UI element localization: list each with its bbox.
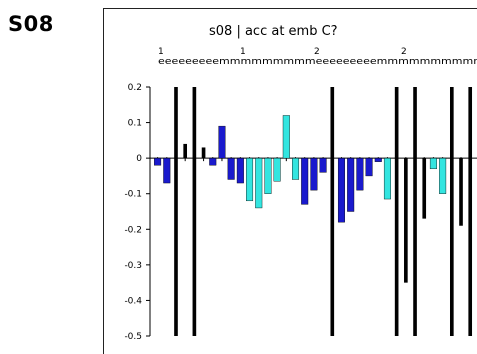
bar-series bbox=[154, 87, 473, 336]
bar bbox=[236, 157, 244, 184]
y-tick-label: -0.1 bbox=[124, 190, 142, 200]
bar bbox=[201, 147, 206, 159]
bar bbox=[227, 157, 235, 180]
panel-id-label: S08 bbox=[8, 12, 54, 36]
y-tick-label: 0.2 bbox=[128, 83, 142, 93]
bar bbox=[459, 158, 463, 226]
bar bbox=[163, 157, 171, 184]
bar bbox=[209, 157, 217, 166]
top-group-number: 2 bbox=[314, 47, 320, 57]
bar bbox=[330, 87, 335, 336]
y-tick-label: 0.1 bbox=[128, 119, 142, 129]
bar bbox=[365, 157, 373, 177]
bar bbox=[192, 87, 197, 336]
bar bbox=[310, 157, 318, 191]
bar bbox=[449, 87, 454, 336]
y-tick-label: -0.2 bbox=[124, 225, 142, 235]
bar bbox=[383, 157, 391, 200]
bar bbox=[273, 157, 281, 182]
bar bbox=[246, 157, 254, 202]
bar bbox=[282, 115, 290, 159]
bar bbox=[413, 87, 417, 336]
bar bbox=[347, 157, 355, 212]
bar bbox=[183, 143, 188, 159]
bar bbox=[356, 157, 364, 191]
y-tick-label: -0.5 bbox=[124, 332, 142, 342]
bar bbox=[218, 125, 226, 159]
bar bbox=[154, 157, 162, 166]
chart-panel: s08 | acc at emb C? eeeeeeeeemmmmmmmmmee… bbox=[103, 8, 477, 354]
chart-title: s08 | acc at emb C? bbox=[209, 24, 338, 39]
bar bbox=[255, 157, 263, 209]
bar bbox=[337, 157, 345, 223]
top-group-number: 1 bbox=[240, 47, 246, 57]
bar bbox=[292, 157, 300, 180]
bar bbox=[301, 157, 309, 205]
bar bbox=[264, 157, 272, 194]
bar bbox=[422, 158, 427, 219]
bar bbox=[319, 157, 327, 173]
bar bbox=[174, 87, 178, 336]
bar bbox=[374, 157, 382, 162]
bar bbox=[468, 87, 473, 336]
bar bbox=[439, 157, 447, 194]
y-tick-label: 0 bbox=[136, 154, 142, 164]
bar bbox=[429, 157, 437, 170]
top-group-number: 2 bbox=[401, 47, 407, 57]
bar bbox=[404, 158, 408, 283]
bar bbox=[394, 87, 399, 336]
top-group-number: 1 bbox=[158, 47, 164, 57]
y-tick-label: -0.3 bbox=[124, 261, 142, 271]
top-letter-labels: eeeeeeeeemmmmmmmmmeeeeeeeeemmmmmmmmmm bbox=[158, 57, 477, 67]
y-tick-label: -0.4 bbox=[124, 296, 142, 306]
bar-chart: s08 | acc at emb C? eeeeeeeeemmmmmmmmmee… bbox=[124, 24, 477, 342]
